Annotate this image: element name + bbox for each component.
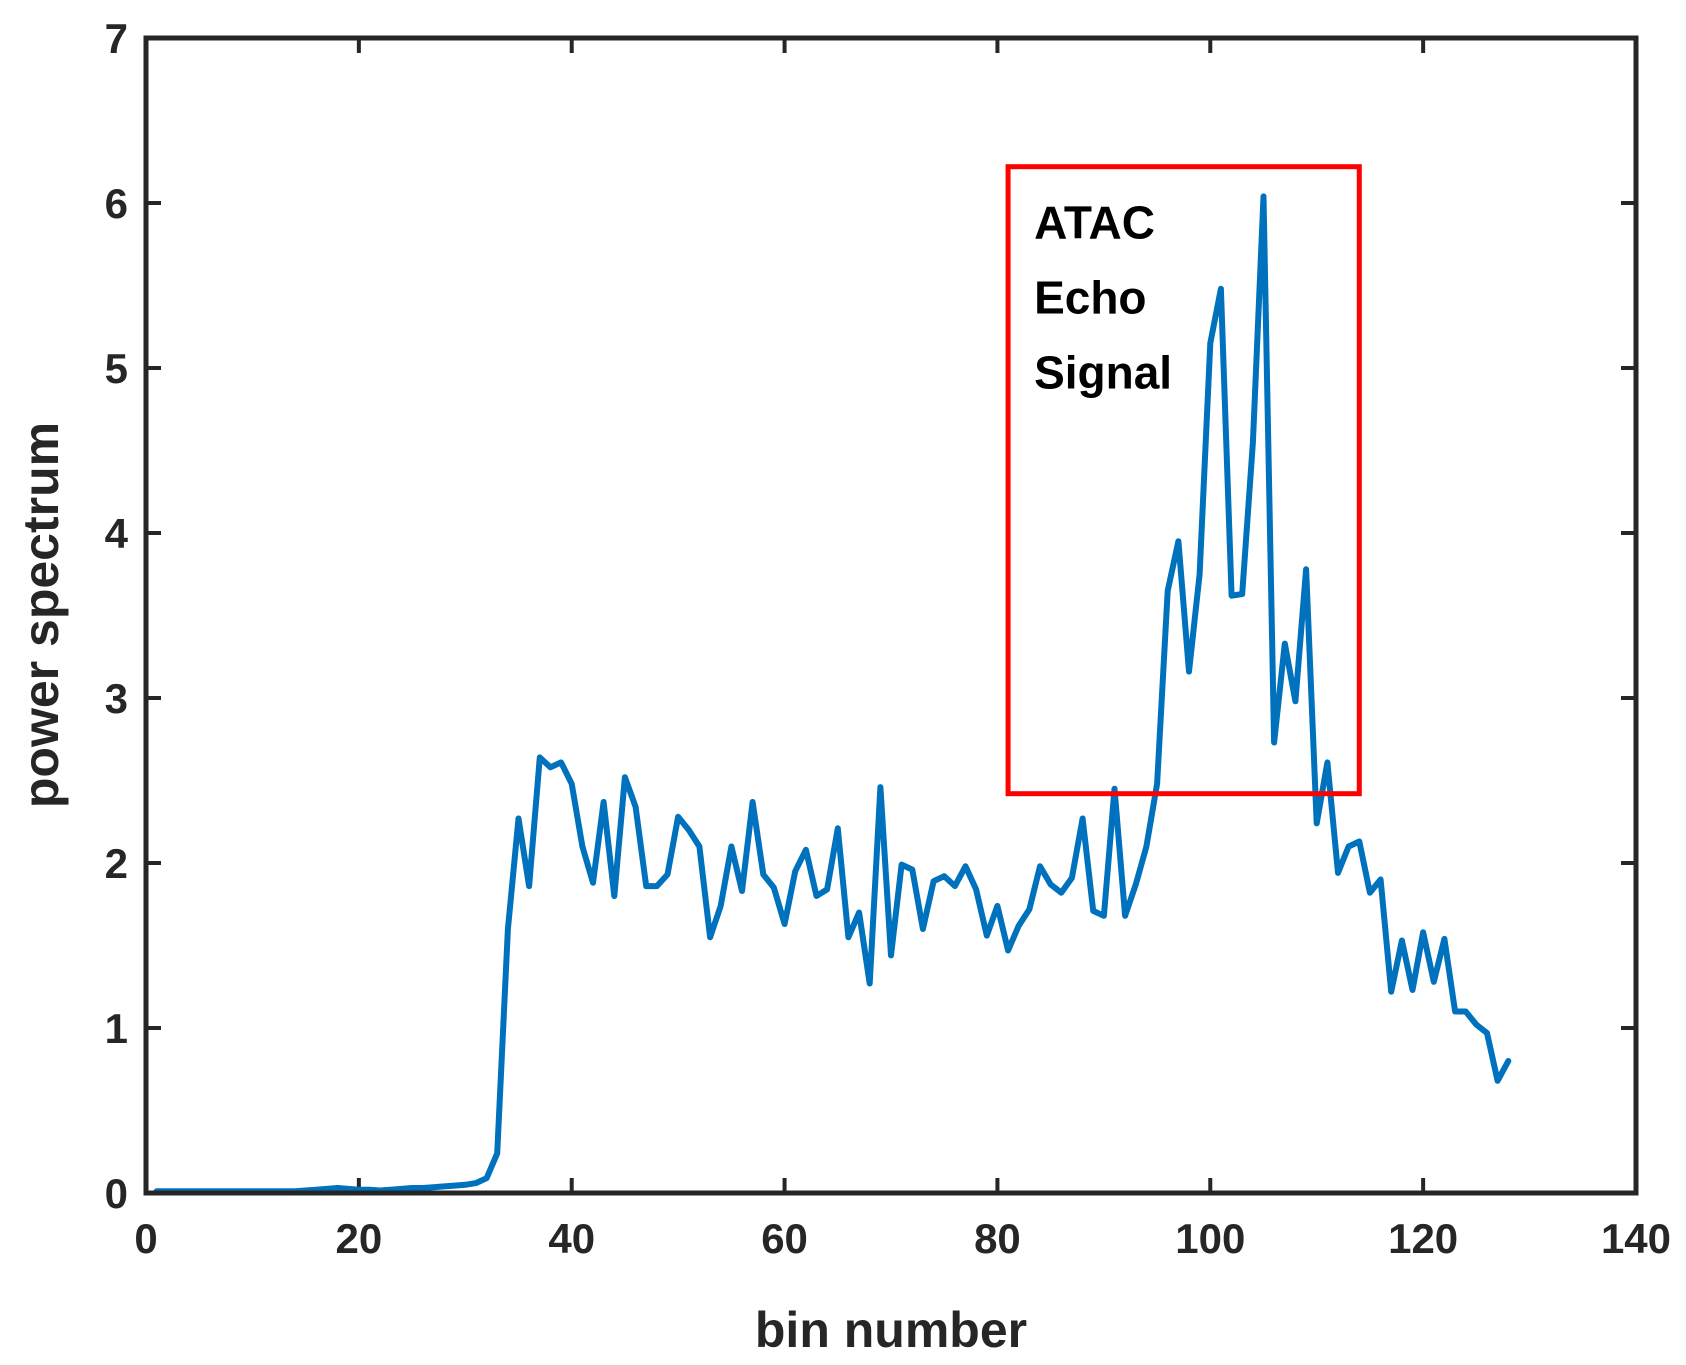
plot-background (146, 38, 1636, 1193)
x-tick-label: 140 (1601, 1215, 1671, 1262)
annotation-line: Echo (1034, 272, 1146, 324)
y-tick-label: 5 (105, 345, 128, 392)
y-tick-label: 3 (105, 675, 128, 722)
x-tick-label: 80 (974, 1215, 1021, 1262)
atac-echo-signal-label: ATAC Echo Signal (1034, 197, 1172, 399)
x-axis-label: bin number (755, 1302, 1027, 1358)
x-tick-label: 120 (1388, 1215, 1458, 1262)
y-tick-label: 6 (105, 180, 128, 227)
x-tick-label: 20 (335, 1215, 382, 1262)
plot-frame (143, 35, 1639, 1196)
x-tick-label: 100 (1175, 1215, 1245, 1262)
y-tick-label: 2 (105, 840, 128, 887)
x-axis-ticks: 0 20 40 60 80 100 120 140 (134, 38, 1671, 1262)
atac-echo-signal-box (1005, 164, 1362, 797)
y-axis-label: power spectrum (13, 422, 69, 808)
y-tick-label: 1 (105, 1005, 128, 1052)
y-tick-label: 0 (105, 1170, 128, 1217)
annotation-line: ATAC (1034, 197, 1155, 249)
x-tick-label: 60 (761, 1215, 808, 1262)
x-tick-label: 0 (134, 1215, 157, 1262)
y-tick-label: 4 (105, 510, 129, 557)
power-spectrum-series-line (153, 193, 1512, 1195)
y-tick-label: 7 (105, 15, 128, 62)
annotation-line: Signal (1034, 347, 1172, 399)
x-tick-label: 40 (548, 1215, 595, 1262)
